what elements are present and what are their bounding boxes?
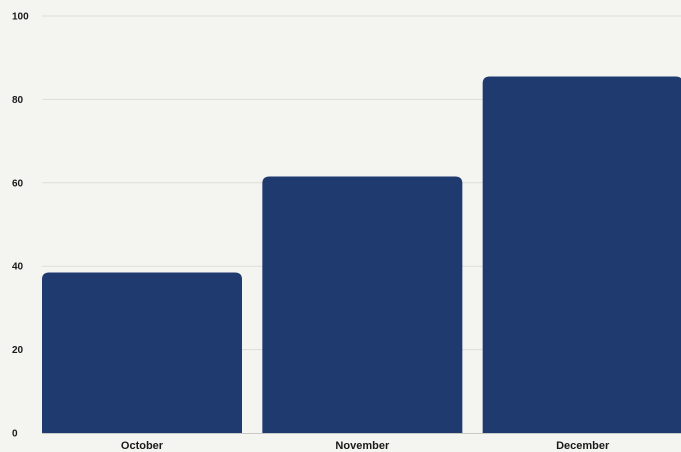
bar-december [482, 76, 681, 433]
x-axis-labels: October November December [121, 440, 610, 452]
bar-november [262, 176, 463, 434]
y-tick-label: 40 [12, 262, 24, 273]
bar-october [42, 272, 242, 433]
y-tick-label: 80 [12, 95, 24, 106]
y-tick-label: 60 [12, 178, 24, 189]
y-axis-ticks: 0 20 40 60 80 100 [12, 12, 29, 440]
y-tick-label: 0 [12, 429, 18, 440]
bars [42, 76, 681, 434]
x-tick-label-october: October [121, 440, 164, 452]
y-tick-label: 20 [12, 345, 24, 356]
x-tick-label-november: November [335, 440, 390, 452]
x-tick-label-december: December [556, 440, 610, 452]
y-tick-label: 100 [12, 12, 29, 23]
